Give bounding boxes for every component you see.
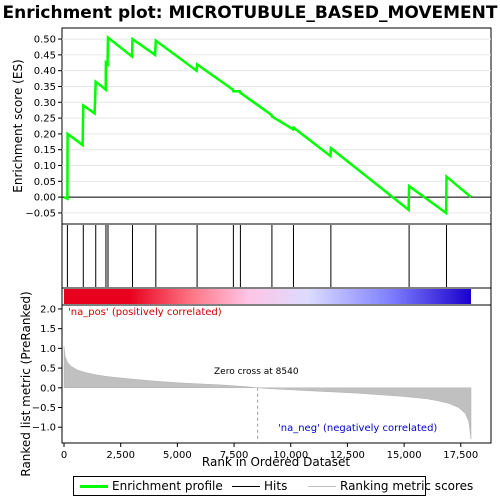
legend-hits-label: Hits <box>264 479 288 493</box>
es-y-tick-label: 0.25 <box>34 114 56 125</box>
metric-panel <box>61 304 492 444</box>
metric-x-tick-label: 7,500 <box>220 450 249 461</box>
es-y-tick-label: −0.05 <box>25 208 56 219</box>
chart-title: Enrichment plot: MICROTUBULE_BASED_MOVEM… <box>2 3 497 23</box>
metric-y-tick-label: −1.0 <box>32 423 56 434</box>
legend-item-ranking: Ranking metric scores <box>308 479 473 493</box>
hits-group <box>66 225 448 287</box>
legend-enrichment-swatch <box>80 485 108 488</box>
es-y-tick-label: 0.50 <box>34 35 56 46</box>
legend-enrichment-label: Enrichment profile <box>112 479 223 493</box>
es-y-tick-label: 0.30 <box>34 98 56 109</box>
legend: Enrichment profile Hits Ranking metric s… <box>73 476 473 496</box>
metric-x-tick-label: 15,000 <box>387 450 422 461</box>
ranking-metric-area <box>63 346 472 440</box>
metric-y-tick-label: −0.5 <box>32 403 56 414</box>
es-y-tick-label: 0.35 <box>34 82 56 93</box>
metric-y-ticks: −1.0 −0.5 0.0 0.5 1.0 1.5 2.0 <box>32 304 62 434</box>
metric-x-tick-label: 2,500 <box>106 450 135 461</box>
metric-x-tick-label: 0 <box>61 450 67 461</box>
rank-colorbar <box>64 289 471 304</box>
metric-x-ticks: 0 2,500 5,000 7,500 10,000 12,500 15,000 17,500 <box>61 443 478 461</box>
enrichment-profile-line <box>63 34 472 216</box>
legend-item-enrichment: Enrichment profile <box>80 479 223 493</box>
metric-y-tick-label: 1.0 <box>40 344 56 355</box>
es-panel <box>61 27 492 225</box>
es-y-tick-label: 0.00 <box>34 193 56 204</box>
legend-item-hits: Hits <box>232 479 287 493</box>
metric-y-tick-label: 0.5 <box>40 364 56 375</box>
legend-ranking-swatch <box>308 486 336 487</box>
metric-x-tick-label: 17,500 <box>443 450 478 461</box>
es-y-tick-label: 0.10 <box>34 161 56 172</box>
metric-x-tick-label: 12,500 <box>330 450 365 461</box>
es-y-tick-label: 0.05 <box>34 177 56 188</box>
metric-x-tick-label: 5,000 <box>163 450 192 461</box>
metric-y-tick-label: 1.5 <box>40 324 56 335</box>
legend-ranking-label: Ranking metric scores <box>340 479 474 493</box>
es-y-ticks: −0.05 0.00 0.05 0.10 0.15 0.20 0.25 0.30 0.35 0.4… <box>25 35 62 219</box>
metric-x-tick-label: 10,000 <box>273 450 308 461</box>
positive-correlation-label: 'na_pos' (positively correlated) <box>68 307 222 318</box>
es-y-axis-label: Enrichment score (ES) <box>11 59 25 192</box>
es-y-tick-label: 0.45 <box>34 50 56 61</box>
es-y-tick-label: 0.40 <box>34 66 56 77</box>
negative-correlation-label: 'na_neg' (negatively correlated) <box>278 423 437 434</box>
metric-x-axis-label: Rank in Ordered Dataset <box>202 455 350 469</box>
legend-hits-swatch <box>232 486 260 487</box>
es-y-tick-label: 0.15 <box>34 145 56 156</box>
zero-cross-label: Zero cross at 8540 <box>214 367 299 377</box>
metric-y-axis-label: Ranked list metric (PreRanked) <box>19 291 33 476</box>
metric-y-tick-label: 2.0 <box>40 304 56 315</box>
hits-panel <box>61 223 492 289</box>
metric-y-tick-label: 0.0 <box>40 383 56 394</box>
es-y-tick-label: 0.20 <box>34 129 56 140</box>
